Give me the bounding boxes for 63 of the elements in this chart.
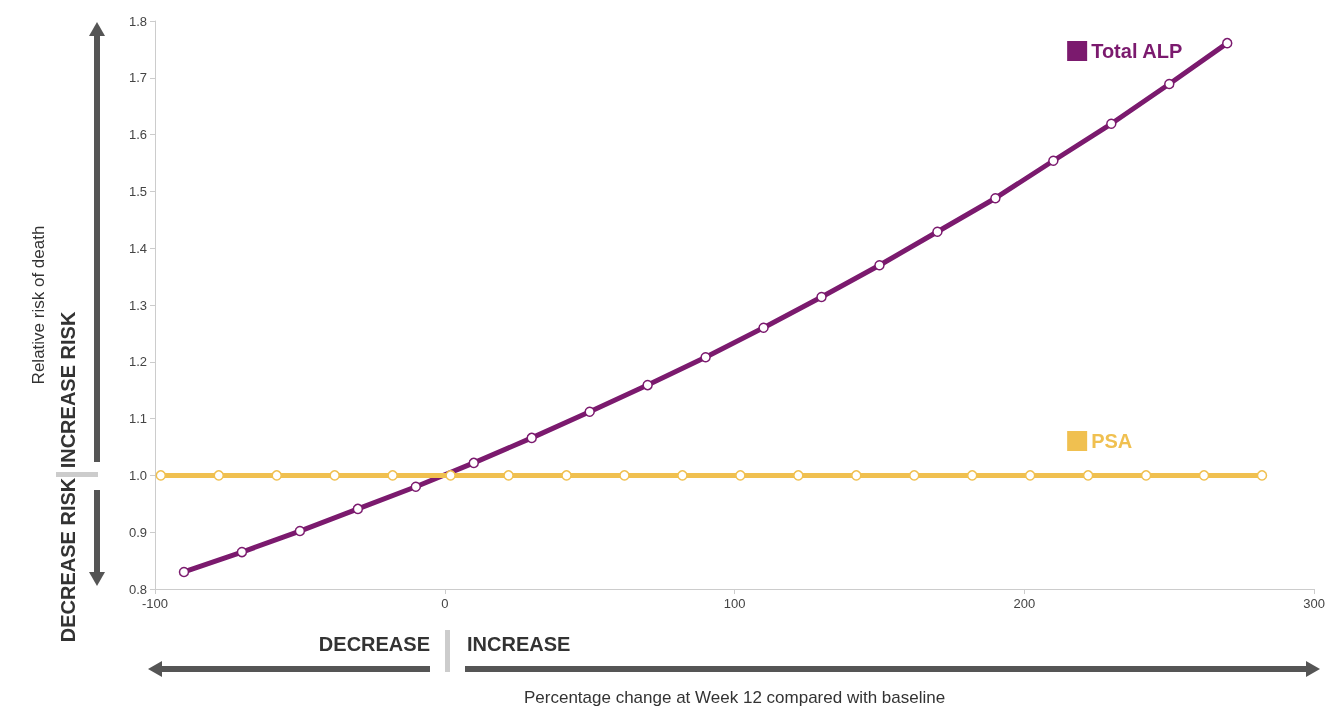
point: [468, 457, 480, 469]
point: [526, 432, 537, 444]
point: [793, 470, 804, 481]
y-tick-label: 0.9: [128, 524, 147, 540]
point: [816, 291, 827, 303]
point: [1198, 470, 1210, 481]
y-tick-label: 1.1: [128, 411, 147, 427]
point: [294, 525, 306, 537]
point: [387, 470, 398, 481]
text: DECREASE: [318, 633, 430, 655]
text: DECREASE RISK: [57, 477, 79, 643]
x-tick-label: 0: [441, 596, 449, 611]
point: [213, 470, 224, 481]
y-tick-label: 1.7: [128, 70, 147, 86]
point: [642, 379, 653, 391]
x-tick-label: 300: [1303, 596, 1326, 611]
point: [155, 470, 167, 481]
x-tick-label: -100: [141, 596, 169, 611]
point: [1048, 155, 1059, 166]
y-tick-label: 1.2: [128, 354, 147, 370]
legend-label: Total ALP: [1091, 40, 1183, 62]
point: [619, 470, 630, 481]
point: [236, 546, 248, 558]
x-axis-title: Percentage change at Week 12 compared with baseline: [523, 688, 946, 707]
point: [1164, 78, 1175, 90]
point: [1221, 37, 1233, 49]
point: [1256, 470, 1268, 481]
point: [700, 352, 711, 363]
point: [909, 470, 920, 481]
point: [1106, 118, 1117, 130]
point: [1024, 470, 1036, 481]
point: [271, 470, 282, 481]
y-tick-label: 0.8: [128, 581, 147, 597]
point: [584, 406, 595, 418]
point: [874, 259, 885, 271]
text: INCREASE RISK: [57, 311, 79, 469]
point: [851, 470, 862, 481]
point: [329, 470, 340, 481]
point: [1140, 470, 1152, 481]
point: [990, 192, 1001, 204]
text: INCREASE: [467, 633, 571, 655]
point: [966, 470, 978, 481]
y-tick-label: 1.3: [128, 297, 147, 313]
point: [178, 566, 190, 578]
point: [735, 470, 746, 481]
point: [1082, 470, 1094, 481]
point: [561, 470, 572, 481]
y-axis-title: Relative risk of death: [29, 225, 48, 385]
x-tick-label: 100: [723, 596, 746, 611]
point: [445, 470, 456, 481]
x-tick-label: 200: [1013, 596, 1036, 611]
legend-label: PSA: [1091, 430, 1133, 452]
y-tick-label: 1.8: [128, 13, 147, 29]
point: [932, 226, 943, 237]
y-tick-label: 1.5: [128, 183, 147, 199]
y-tick-label: 1.6: [128, 127, 147, 143]
point: [352, 503, 364, 515]
y-tick-label: 1.4: [128, 240, 147, 256]
point: [677, 470, 688, 481]
point: [410, 481, 422, 493]
y-tick-label: 1.0: [128, 467, 147, 483]
point: [758, 322, 769, 333]
point: [503, 470, 514, 481]
